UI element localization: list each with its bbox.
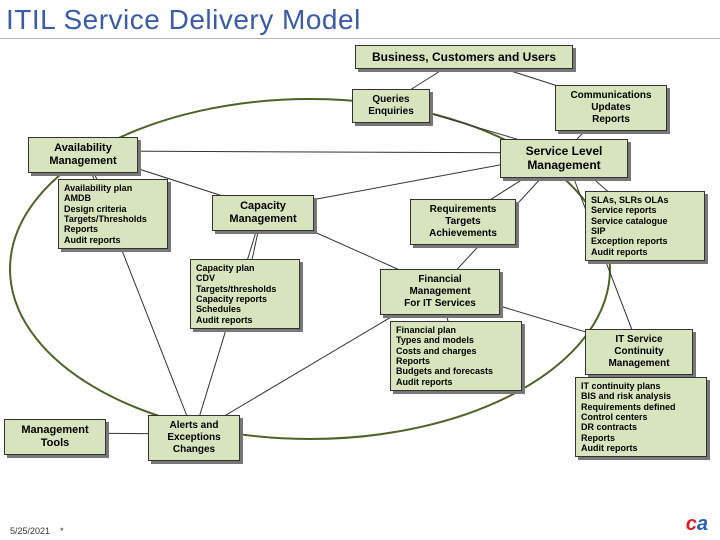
- node-capacity_items: Capacity planCDVTargets/thresholdsCapaci…: [190, 259, 300, 329]
- footer: 5/25/2021 *: [10, 526, 64, 536]
- node-itscm: IT ServiceContinuityManagement: [585, 329, 693, 375]
- node-queries: QueriesEnquiries: [352, 89, 430, 123]
- node-avail_mgmt: AvailabilityManagement: [28, 137, 138, 173]
- node-sla_items: SLAs, SLRs OLAsService reportsService ca…: [585, 191, 705, 261]
- node-comms: CommunicationsUpdatesReports: [555, 85, 667, 131]
- node-alerts: Alerts andExceptionsChanges: [148, 415, 240, 461]
- logo-c: c: [686, 513, 697, 535]
- node-mgmt_tools: ManagementTools: [4, 419, 106, 455]
- node-slm: Service LevelManagement: [500, 139, 628, 178]
- node-fin_mgmt: FinancialManagementFor IT Services: [380, 269, 500, 315]
- footer-date: 5/25/2021: [10, 526, 50, 536]
- node-reqs: RequirementsTargetsAchievements: [410, 199, 516, 245]
- node-itscm_items: IT continuity plansBIS and risk analysis…: [575, 377, 707, 457]
- footer-mark: *: [60, 526, 64, 536]
- node-fin_items: Financial planTypes and modelsCosts and …: [390, 321, 522, 391]
- node-capacity_mgmt: CapacityManagement: [212, 195, 314, 231]
- ca-logo: ca: [686, 513, 708, 536]
- page-title: ITIL Service Delivery Model: [0, 0, 720, 39]
- node-business: Business, Customers and Users: [355, 45, 573, 69]
- node-avail_items: Availability planAMDBDesign criteriaTarg…: [58, 179, 168, 249]
- logo-a: a: [697, 513, 708, 535]
- diagram-canvas: Business, Customers and Users QueriesEnqu…: [0, 39, 720, 519]
